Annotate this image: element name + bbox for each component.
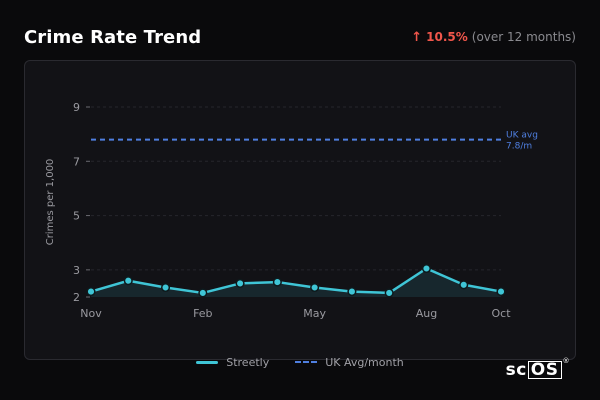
y-tick-label: 3 bbox=[73, 264, 80, 277]
x-tick-label: May bbox=[303, 307, 326, 320]
y-axis-label: Crimes per 1,000 bbox=[45, 159, 56, 246]
legend-item-series[interactable]: Streetly bbox=[196, 354, 269, 370]
brand-text-boxed: OS bbox=[527, 361, 562, 379]
x-tick-label: Oct bbox=[491, 307, 511, 320]
series-line bbox=[90, 267, 502, 295]
uk-avg-label: UK avg bbox=[506, 131, 538, 141]
change-period: (over 12 months) bbox=[471, 30, 576, 44]
x-axis-ticks: Nov Feb May Aug Oct bbox=[80, 307, 511, 320]
data-point bbox=[347, 287, 357, 297]
uk-avg-value-label: 7.8/m bbox=[506, 142, 532, 152]
brand-text: sc bbox=[505, 360, 527, 380]
y-tick-label: 5 bbox=[73, 210, 80, 223]
data-point bbox=[272, 277, 282, 287]
change-indicator: ↑ 10.5% (over 12 months) bbox=[411, 30, 576, 45]
data-point bbox=[123, 276, 133, 286]
legend-swatch-series bbox=[196, 360, 219, 364]
data-point bbox=[421, 263, 432, 274]
series-layer bbox=[86, 263, 506, 298]
data-point bbox=[459, 280, 469, 290]
data-point bbox=[310, 282, 320, 293]
grid-layer bbox=[91, 106, 501, 271]
chart-card bbox=[24, 60, 576, 360]
brand-logo: sc OS ® bbox=[505, 357, 570, 380]
data-point bbox=[198, 288, 208, 298]
y-tick-label: 9 bbox=[73, 101, 80, 114]
x-tick-label: Nov bbox=[80, 307, 102, 320]
y-axis-ticks: 2 3 5 7 9 bbox=[73, 101, 90, 304]
data-point bbox=[160, 282, 171, 293]
y-tick-label: 7 bbox=[73, 155, 80, 168]
data-point bbox=[384, 288, 394, 298]
data-point bbox=[235, 278, 245, 288]
legend-label-avg: UK Avg/month bbox=[325, 355, 404, 369]
data-point bbox=[496, 287, 506, 297]
legend-item-avg[interactable]: UK Avg/month bbox=[295, 354, 404, 370]
page-title: Crime Rate Trend bbox=[24, 26, 202, 48]
arrow-up-icon: ↑ bbox=[411, 29, 423, 45]
data-point bbox=[86, 287, 96, 297]
registered-mark: ® bbox=[562, 357, 570, 365]
header: Crime Rate Trend ↑ 10.5% (over 12 months… bbox=[24, 26, 576, 48]
legend-label-series: Streetly bbox=[226, 355, 270, 369]
legend: Streetly UK Avg/month bbox=[0, 354, 600, 370]
legend-swatch-avg bbox=[295, 361, 318, 363]
x-tick-label: Aug bbox=[416, 307, 437, 320]
change-percent: 10.5% bbox=[426, 30, 468, 44]
series-area bbox=[91, 268, 501, 297]
y-tick-label: 2 bbox=[73, 291, 80, 304]
x-tick-label: Feb bbox=[193, 307, 212, 320]
